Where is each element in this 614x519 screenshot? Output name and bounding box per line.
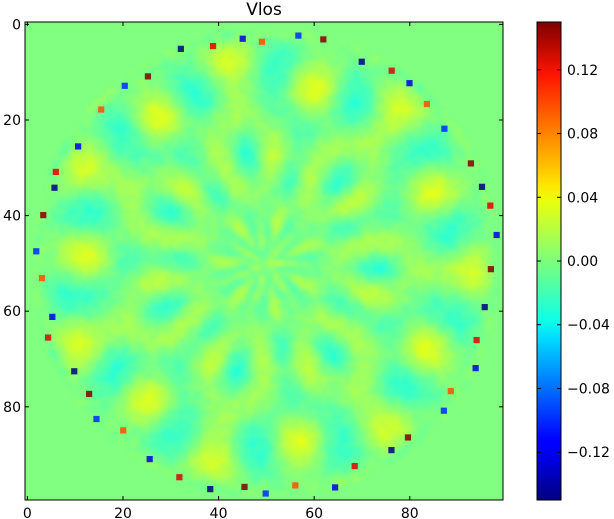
rim-dot bbox=[239, 35, 246, 42]
colorbar-tick-label: −0.12 bbox=[567, 445, 610, 461]
heatmap-layer bbox=[25, 22, 503, 500]
rim-dot bbox=[33, 248, 40, 255]
rim-dot bbox=[93, 415, 100, 423]
rim-dot bbox=[404, 434, 412, 441]
rim-dot bbox=[262, 490, 269, 497]
rim-dot bbox=[258, 38, 265, 45]
rim-dot bbox=[176, 474, 183, 481]
y-tick-label: 80 bbox=[3, 400, 21, 416]
y-tick-label: 20 bbox=[3, 113, 21, 129]
rim-dot bbox=[478, 183, 486, 190]
rim-dot bbox=[177, 45, 184, 52]
x-tick-label: 20 bbox=[114, 506, 132, 519]
rim-dot bbox=[209, 42, 217, 50]
colorbar-tick-label: −0.04 bbox=[567, 318, 610, 334]
y-tick-label: 40 bbox=[3, 209, 21, 225]
colorbar-tick-label: 0.04 bbox=[567, 190, 598, 206]
rim-dot bbox=[71, 368, 78, 375]
rim-dot bbox=[388, 446, 395, 454]
rim-dot bbox=[121, 82, 128, 89]
y-tick-label: 0 bbox=[12, 17, 21, 33]
rim-dot bbox=[40, 211, 47, 219]
rim-dot bbox=[38, 275, 46, 282]
x-tick-label: 0 bbox=[23, 506, 32, 519]
rim-dot bbox=[487, 202, 494, 209]
colorbar-tick-label: 0.00 bbox=[567, 254, 598, 270]
rim-dot bbox=[440, 407, 447, 414]
heatmap-image bbox=[25, 22, 503, 500]
rim-dots bbox=[33, 32, 500, 497]
rim-dot bbox=[52, 168, 59, 175]
rim-dot bbox=[493, 231, 500, 239]
rim-dot bbox=[406, 80, 413, 87]
rim-dot bbox=[351, 462, 358, 470]
rim-dot bbox=[292, 482, 299, 489]
rim-dot bbox=[358, 58, 365, 65]
x-tick-label: 40 bbox=[210, 506, 228, 519]
rim-dot bbox=[86, 390, 93, 398]
rim-dot bbox=[447, 388, 454, 395]
colorbar-ticks: 0.12 0.08 0.04 0.00 −0.04 −0.08 −0.12 bbox=[537, 63, 610, 461]
rim-dot bbox=[98, 106, 105, 113]
rim-dot bbox=[332, 484, 339, 491]
rim-dot bbox=[423, 100, 430, 108]
y-tick-label: 60 bbox=[3, 304, 21, 320]
rim-dot bbox=[320, 36, 327, 43]
rim-dot bbox=[473, 336, 480, 344]
rim-dot bbox=[144, 73, 152, 80]
x-tick-label: 60 bbox=[305, 506, 323, 519]
plot-frame bbox=[24, 21, 504, 501]
rim-dot bbox=[241, 483, 248, 491]
colorbar-tick-label: 0.12 bbox=[567, 63, 598, 79]
x-axis: 0 20 40 60 80 bbox=[23, 22, 419, 519]
rim-dot bbox=[295, 32, 302, 39]
colorbar-tick-label: −0.08 bbox=[567, 381, 610, 397]
rim-dot bbox=[146, 456, 153, 463]
rim-dot bbox=[51, 184, 58, 191]
rim-dot bbox=[44, 334, 52, 341]
y-axis: 0 20 40 60 80 bbox=[3, 17, 503, 416]
rim-dot bbox=[467, 160, 474, 167]
chart-title: Vlos bbox=[246, 0, 282, 20]
rim-dot bbox=[487, 266, 494, 273]
x-tick-label: 80 bbox=[401, 506, 419, 519]
rim-dot bbox=[481, 304, 488, 311]
rim-dot bbox=[49, 313, 56, 320]
rim-dot bbox=[120, 427, 127, 434]
rim-dot bbox=[75, 143, 82, 150]
rim-dot bbox=[472, 364, 479, 372]
colorbar-tick-label: 0.08 bbox=[567, 127, 598, 143]
rim-dot bbox=[441, 125, 448, 132]
rim-dot bbox=[207, 486, 214, 493]
rim-dot bbox=[388, 67, 395, 74]
